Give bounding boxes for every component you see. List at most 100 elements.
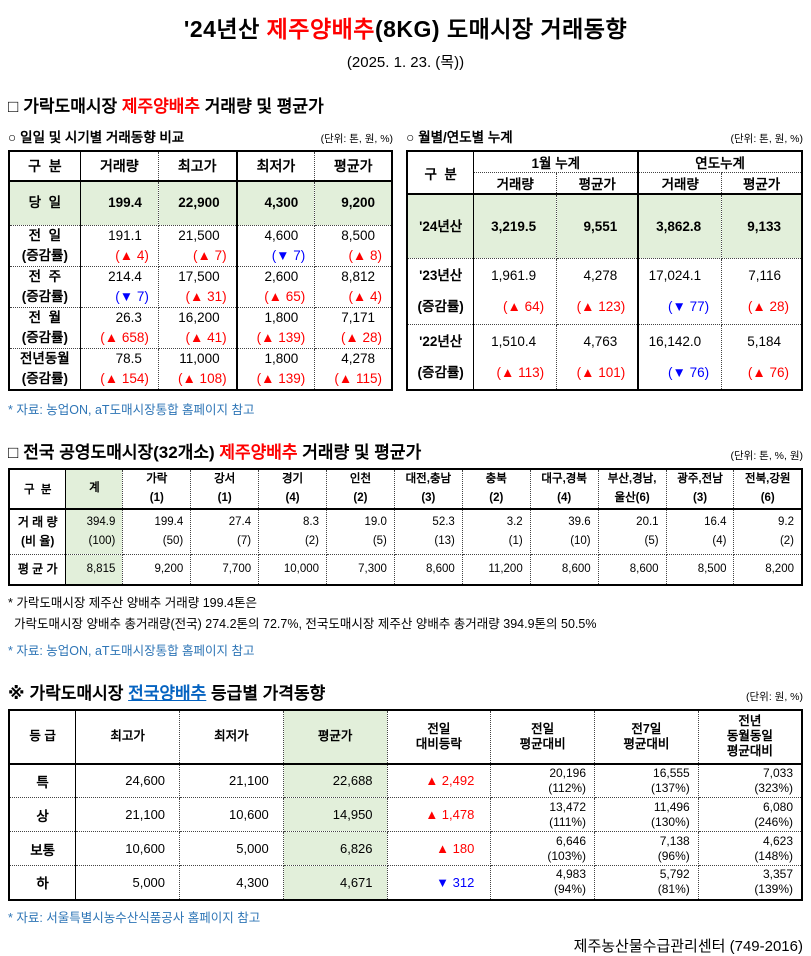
- percent: (139%): [754, 882, 793, 897]
- section3-title-link[interactable]: 전국양배추: [128, 683, 207, 703]
- percent: (111%): [549, 814, 587, 829]
- grade-label: 상: [9, 797, 77, 832]
- value: 191.1: [108, 227, 142, 243]
- change-label: (증감률): [417, 299, 464, 314]
- sub-header: 거래량: [473, 172, 558, 195]
- avg-price: 8,600: [426, 562, 455, 575]
- market-count: (6): [760, 491, 775, 504]
- section2-title-highlight: 제주양배추: [219, 442, 298, 462]
- cumulative-subtitle-line: ○ 월별/연도별 누계 (단위: 톤, 원, %): [406, 126, 803, 146]
- grade: 보통: [30, 842, 56, 858]
- data-cell: 8,200: [734, 555, 802, 585]
- grade-col-header: 최저가: [179, 709, 284, 765]
- group-header: 연도누계: [638, 151, 802, 173]
- data-cell: 8,500 (▲ 8): [314, 225, 393, 267]
- value: 199.4: [108, 195, 142, 211]
- vs-year-cell: 4,623 (148%): [698, 831, 802, 866]
- group-header: 1월 누계: [473, 151, 640, 173]
- daily-row: 전년동월 (증감률) 78.5 (▲ 154) 11,000 (▲ 108) 1,800 (▲…: [9, 348, 392, 390]
- value: 4,278: [583, 268, 618, 283]
- section1-header: □ 가락도매시장 제주양배추 거래량 및 평균가: [8, 92, 803, 117]
- market-col-header: 인천 (2): [326, 468, 395, 510]
- data-cell: 21,500 (▲ 7): [158, 225, 238, 267]
- data-cell: 2,600 (▲ 65): [236, 266, 316, 308]
- row-label: '24년산: [407, 194, 475, 259]
- share: (1): [508, 534, 523, 547]
- section2-title-suffix: 거래량 및 평균가: [297, 442, 422, 462]
- volume: 16.4: [704, 515, 727, 528]
- high-price: 24,600: [125, 773, 166, 789]
- avg-price: 7,300: [358, 562, 387, 575]
- page-title: '24년산 제주양배추(8KG) 도매시장 거래동향: [8, 10, 803, 44]
- section3-header: ※ 가락도매시장 전국양배추 등급별 가격동향 (단위: 원, %): [8, 679, 803, 704]
- data-cell: 26.3 (▲ 658): [80, 307, 159, 349]
- high-price-cell: 10,600: [75, 831, 181, 866]
- market-col-header: 부산,경남, 울산(6): [598, 468, 667, 510]
- year-label: '22년산: [419, 333, 463, 349]
- value: 26.3: [115, 309, 142, 325]
- market-name: 경기: [281, 472, 304, 485]
- avg-price: 6,826: [339, 841, 373, 856]
- section3-title: ※ 가락도매시장 전국양배추 등급별 가격동향: [8, 679, 325, 704]
- data-cell: 8,600: [394, 554, 463, 585]
- vs-7day-cell: 16,555 (137%): [594, 763, 699, 798]
- vs-year-cell: 7,033 (323%): [698, 763, 802, 798]
- avg-price: 22,688: [332, 773, 373, 789]
- change-value: (▲ 139): [256, 370, 306, 386]
- note-line-2: 가락도매시장 양배추 총거래량(전국) 274.2톤의 72.7%, 전국도매시…: [14, 616, 597, 631]
- grade: 상: [36, 808, 49, 824]
- value: 4,278: [341, 350, 376, 366]
- value: 7,033: [762, 765, 793, 780]
- section3-title-suffix: 등급별 가격동향: [206, 683, 326, 703]
- grade-row: 보통 10,600 5,000 6,826 ▲ 180 6,646 (103%) 7,138(…: [9, 831, 802, 866]
- daily-row: 전 월 (증감률) 26.3 (▲ 658) 16,200 (▲ 41) 1,800 (▲ 1…: [9, 307, 393, 349]
- data-cell: 11,000 (▲ 108): [158, 348, 238, 390]
- grade-row: 상 21,100 10,600 14,950 ▲ 1,478 13,472 (111%) 11…: [9, 797, 802, 832]
- volume: 19.0: [364, 515, 387, 528]
- value: 4,763: [583, 333, 618, 349]
- change-cell: ▲ 2,492: [387, 763, 492, 798]
- share: (5): [644, 534, 659, 547]
- volume: 3.2: [506, 515, 523, 528]
- data-cell: 1,510.4 (▲ 113): [473, 324, 558, 390]
- page-date: (2025. 1. 23. (목)): [346, 54, 465, 71]
- row-label: 거 래 량 (비 율): [9, 508, 67, 555]
- section1-title-prefix: 가락도매시장: [23, 97, 122, 116]
- market-col-header: 계: [65, 468, 124, 510]
- avg-price-cell: 14,950: [283, 797, 388, 832]
- market-col-header: 가락 (1): [122, 468, 192, 510]
- high-price: 10,600: [125, 841, 166, 856]
- data-cell: 9.2 (2): [733, 508, 802, 555]
- grade-row: 하 5,000 4,300 4,671 ▼ 312 4,983 (94%) 5,792 (81%…: [9, 865, 802, 900]
- change-value: (▼ 7): [271, 247, 306, 263]
- data-cell: 52.3 (13): [394, 508, 463, 555]
- nationwide-header-row: 구 분 계 가락 (1) 강서 (1) 경기 (4) 인천 (2) 대전,충남 (3) 충북 (2) 대구,…: [9, 468, 802, 510]
- cumulative-column: ○ 월별/연도별 누계 (단위: 톤, 원, %) 구 분 1월 누계 연도누계 거래량…: [406, 126, 803, 418]
- sub-header: 평균가: [721, 172, 802, 195]
- change-value: (▲ 154): [100, 370, 149, 386]
- section3-title-prefix: 가락도매시장: [29, 683, 129, 703]
- daily-col-header: 거래량: [80, 151, 159, 182]
- data-cell: 7,700: [190, 554, 260, 585]
- value: 4,983: [556, 867, 587, 882]
- value: 9,133: [747, 218, 781, 234]
- avg-price: 8,500: [697, 562, 727, 575]
- data-cell: 8,500: [666, 554, 735, 585]
- change-label: (증감률): [21, 247, 68, 263]
- share: (7): [237, 534, 252, 547]
- row-label: '22년산 (증감률): [407, 324, 475, 390]
- row-label: 전 월 (증감률): [9, 307, 81, 349]
- value: 7,171: [341, 309, 376, 325]
- value: 4,623: [762, 833, 793, 848]
- data-cell: 17,500 (▲ 31): [158, 266, 238, 308]
- value: 16,200: [178, 309, 220, 325]
- data-cell: 78.5 (▲ 154): [80, 348, 159, 390]
- low-price: 4,300: [236, 874, 269, 890]
- change-value: (▲ 41): [185, 329, 227, 345]
- data-cell: 39.6 (10): [530, 508, 599, 555]
- share: (10): [570, 534, 591, 547]
- market-count: (1): [217, 491, 232, 504]
- section1-title-highlight: 제주양배추: [121, 97, 201, 116]
- change-value: (▲ 7): [192, 247, 227, 263]
